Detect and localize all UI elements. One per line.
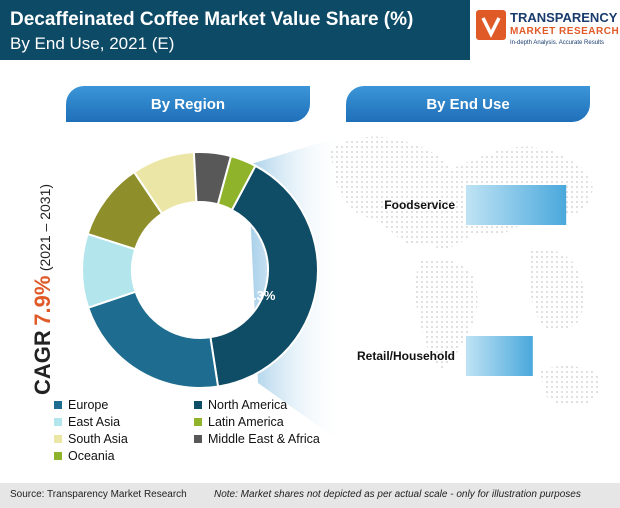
- bar-label-foodservice: Foodservice: [384, 198, 455, 212]
- footer: Source: Transparency Market Research Not…: [0, 483, 620, 508]
- tab-by-region: By Region: [66, 86, 310, 122]
- legend-swatch: [54, 452, 62, 460]
- logo-icon: [476, 10, 506, 40]
- legend-swatch: [194, 401, 202, 409]
- legend-label: Latin America: [208, 415, 284, 429]
- region-donut-chart: [81, 151, 319, 389]
- legend-item-latin-america: Latin America: [194, 415, 284, 429]
- legend-label: East Asia: [68, 415, 121, 429]
- bar-foodservice: [466, 185, 567, 225]
- footer-source: Source: Transparency Market Research: [10, 489, 187, 500]
- chart-canvas: 39.3% Foodservice Retail/Household: [81, 135, 601, 445]
- donut-slice-oceania: [216, 154, 257, 212]
- tab-by-end-use: By End Use: [346, 86, 590, 122]
- legend-swatch: [54, 418, 62, 426]
- legend-item-north-america: North America: [194, 398, 287, 412]
- legend-label: North America: [208, 398, 288, 412]
- header-banner: Decaffeinated Coffee Market Value Share …: [0, 0, 470, 60]
- world-map-background: [330, 136, 601, 407]
- legend-label: South Asia: [68, 432, 128, 446]
- logo-tagline: In-depth Analysis. Accurate Results: [510, 40, 605, 46]
- bar-label-retail-household: Retail/Household: [357, 349, 455, 363]
- donut-slice-europe: [86, 290, 220, 389]
- legend-swatch: [194, 418, 202, 426]
- donut-slice-north-america: [209, 164, 319, 388]
- legend-label: Europe: [68, 398, 109, 412]
- end-use-bar-chart: Foodservice Retail/Household: [357, 185, 567, 376]
- legend-label: Oceania: [68, 449, 115, 463]
- bar-retail-household: [466, 336, 533, 376]
- chart-title: Decaffeinated Coffee Market Value Share …: [10, 9, 414, 30]
- legend-swatch: [54, 435, 62, 443]
- legend-swatch: [54, 401, 62, 409]
- chart-legend: Europe North America East Asia Latin Americ…: [54, 398, 354, 468]
- chart-subtitle: By End Use, 2021 (E): [10, 34, 175, 53]
- legend-item-europe: Europe: [54, 398, 108, 412]
- legend-item-east-asia: East Asia: [54, 415, 120, 429]
- legend-item-oceania: Oceania: [54, 449, 115, 463]
- company-logo: TRANSPARENCY MARKET RESEARCH In-depth An…: [472, 0, 620, 60]
- donut-data-label: 39.3%: [239, 288, 276, 303]
- legend-label: Middle East & Africa: [208, 432, 320, 446]
- logo-text-line2: MARKET RESEARCH: [510, 26, 620, 37]
- logo-text-line1: TRANSPARENCY: [510, 10, 618, 25]
- legend-item-middle-east-and-africa: Middle East & Africa: [194, 432, 320, 446]
- legend-item-south-asia: South Asia: [54, 432, 128, 446]
- legend-swatch: [194, 435, 202, 443]
- footer-note: Note: Market shares not depicted as per …: [214, 489, 581, 500]
